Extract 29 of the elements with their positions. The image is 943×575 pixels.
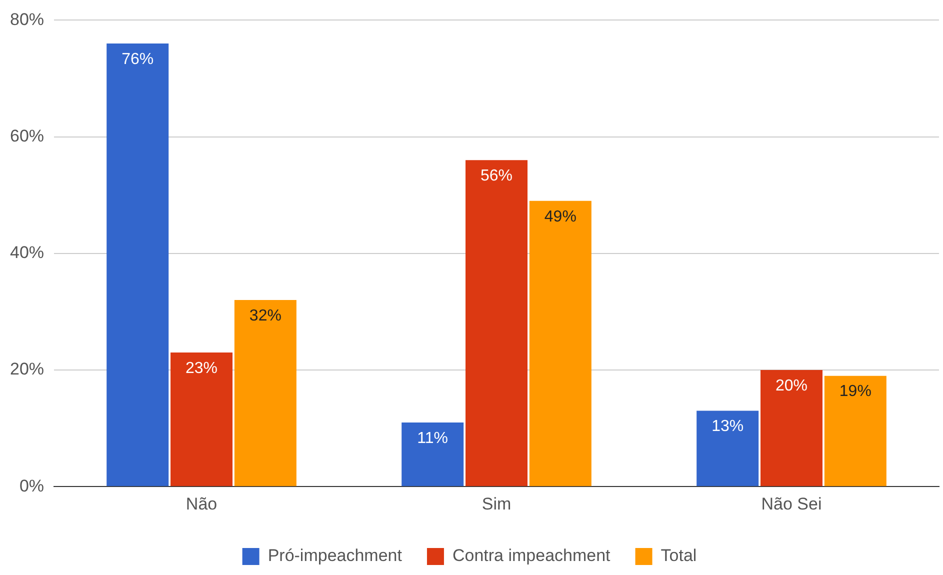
data-label: 23% — [186, 360, 218, 377]
y-tick-label: 40% — [10, 243, 44, 262]
bar — [529, 200, 592, 486]
bar — [824, 376, 886, 486]
y-tick-label: 0% — [19, 476, 44, 496]
data-label: 20% — [775, 377, 808, 394]
x-tick-label: Não Sei — [761, 494, 822, 514]
legend-label: Contra impeachment — [452, 546, 611, 566]
bar — [170, 352, 233, 486]
bar — [234, 300, 296, 486]
data-label: 11% — [417, 430, 448, 447]
data-label: 56% — [480, 168, 513, 185]
bar — [760, 370, 823, 486]
x-tick-label: Não — [186, 494, 218, 514]
data-label: 32% — [249, 307, 282, 324]
y-tick-label: 60% — [10, 126, 44, 146]
data-label: 49% — [544, 208, 576, 226]
bar — [696, 410, 759, 486]
legend-label: Pró-impeachment — [268, 546, 402, 566]
data-label: 19% — [839, 383, 872, 400]
data-label: 76% — [122, 50, 154, 68]
x-tick-label: Sim — [482, 494, 512, 514]
bar — [466, 160, 528, 486]
y-tick-label: 20% — [10, 360, 44, 379]
data-label: 13% — [712, 418, 744, 436]
bar — [402, 422, 464, 486]
y-tick-label: 80% — [10, 10, 44, 29]
bar — [106, 44, 169, 486]
legend-label: Total — [660, 546, 697, 566]
